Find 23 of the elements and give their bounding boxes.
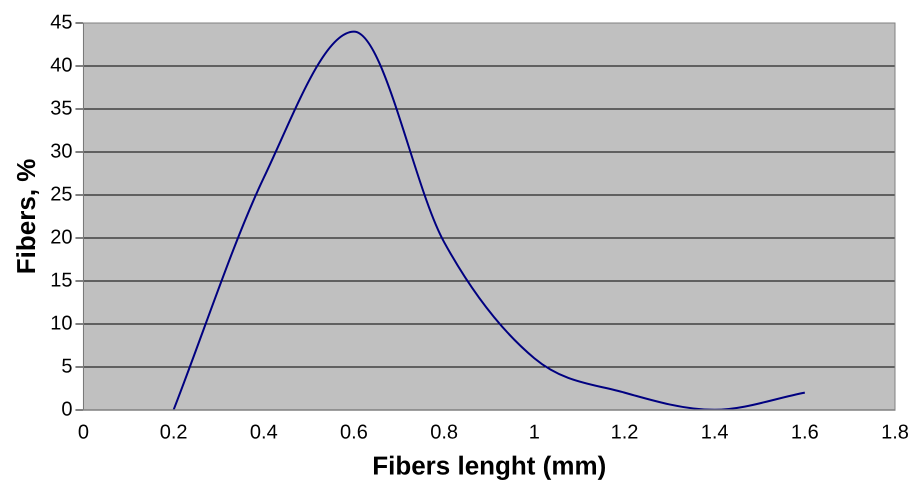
y-tick-label: 40 xyxy=(50,54,72,76)
x-tick-label: 0.4 xyxy=(250,421,278,444)
y-tick-label: 25 xyxy=(50,183,72,206)
x-tick-label: 1.8 xyxy=(881,421,909,444)
x-tick-label: 0.2 xyxy=(160,421,188,444)
y-tick-label: 0 xyxy=(61,398,72,420)
y-tick-label: 15 xyxy=(50,269,72,292)
y-tick-label: 5 xyxy=(61,355,72,378)
y-tick-label: 30 xyxy=(50,140,72,162)
x-tick-label: 1.2 xyxy=(610,421,638,444)
x-axis-title: Fibers lenght (mm) xyxy=(372,450,606,481)
y-tick-label: 35 xyxy=(50,97,72,120)
y-tick-label: 10 xyxy=(50,312,72,334)
x-tick-label: 0.6 xyxy=(340,421,368,444)
x-tick-label: 1.6 xyxy=(790,421,819,444)
y-tick-label: 20 xyxy=(50,226,72,248)
y-axis-title: Fibers, % xyxy=(10,158,41,274)
y-tick-label: 45 xyxy=(50,12,72,34)
line-series xyxy=(172,30,806,410)
x-tick-label: 0 xyxy=(78,421,90,444)
x-tick-label: 1.4 xyxy=(700,421,729,444)
x-tick-label: 1 xyxy=(528,421,540,444)
x-tick-label: 0.8 xyxy=(430,421,458,444)
